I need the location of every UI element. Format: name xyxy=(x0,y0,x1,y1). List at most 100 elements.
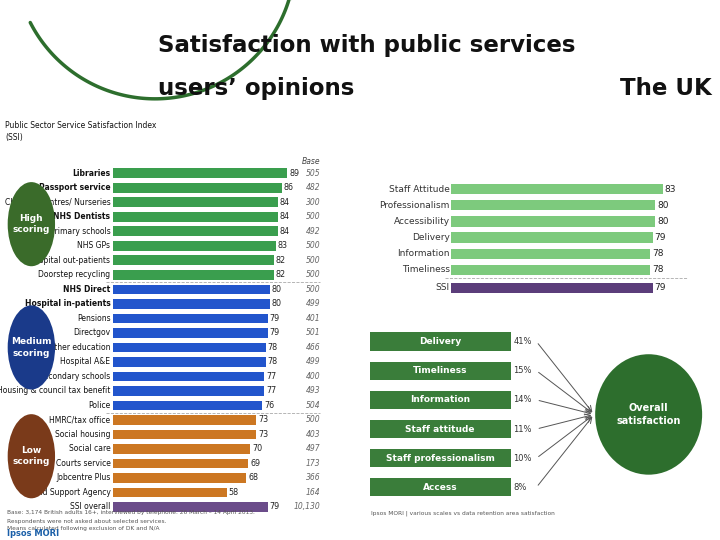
Text: Information: Information xyxy=(397,249,450,258)
Text: 493: 493 xyxy=(306,387,320,395)
Bar xyxy=(451,232,653,243)
Text: 78: 78 xyxy=(652,266,663,274)
Text: 500: 500 xyxy=(306,415,320,424)
Text: NHS Direct: NHS Direct xyxy=(63,285,110,294)
Text: 69: 69 xyxy=(251,459,261,468)
Text: Key Drivers Analysis: Key Drivers Analysis xyxy=(369,304,529,318)
Bar xyxy=(113,285,270,294)
Text: Timeliness: Timeliness xyxy=(413,366,467,375)
Text: Medium
scoring: Medium scoring xyxy=(11,338,52,357)
Bar xyxy=(113,458,248,468)
Bar xyxy=(113,168,287,178)
Text: 492: 492 xyxy=(306,227,320,236)
Bar xyxy=(369,333,510,350)
Text: 8%: 8% xyxy=(513,483,527,492)
Text: 500: 500 xyxy=(306,285,320,294)
Text: Information: Information xyxy=(410,395,470,404)
Bar xyxy=(113,473,246,483)
Text: 11%: 11% xyxy=(513,424,532,434)
Text: Staff attitude: Staff attitude xyxy=(405,424,475,434)
Ellipse shape xyxy=(8,182,55,266)
Bar xyxy=(451,248,650,259)
Bar xyxy=(113,415,256,425)
Text: The UK: The UK xyxy=(620,77,712,100)
Bar xyxy=(113,386,264,396)
Bar xyxy=(113,241,276,251)
Text: Access: Access xyxy=(423,483,457,492)
Text: 89: 89 xyxy=(289,169,300,178)
Bar xyxy=(113,270,274,280)
Bar xyxy=(113,444,251,454)
Text: 10%: 10% xyxy=(513,454,532,463)
Text: 83: 83 xyxy=(278,241,288,251)
Text: 80: 80 xyxy=(657,201,668,210)
Bar xyxy=(113,429,256,440)
Text: users’ opinions: users’ opinions xyxy=(158,77,354,100)
Text: SSI: SSI xyxy=(436,284,450,292)
Text: 500: 500 xyxy=(306,271,320,279)
Text: Social housing: Social housing xyxy=(55,430,110,439)
Text: 504: 504 xyxy=(306,401,320,410)
Text: 84: 84 xyxy=(279,212,289,221)
Text: 164: 164 xyxy=(306,488,320,497)
Ellipse shape xyxy=(594,353,703,476)
Text: 84: 84 xyxy=(279,198,289,207)
Text: HMRC/tax office: HMRC/tax office xyxy=(49,415,110,424)
Text: Delivery: Delivery xyxy=(419,337,462,346)
Text: 86: 86 xyxy=(284,184,294,192)
Text: 76: 76 xyxy=(264,401,274,410)
Text: Jobcentre Plus: Jobcentre Plus xyxy=(56,474,110,482)
Text: 403: 403 xyxy=(306,430,320,439)
Text: 505: 505 xyxy=(306,169,320,178)
Bar xyxy=(369,478,510,496)
Text: 14%: 14% xyxy=(513,395,532,404)
Text: 78: 78 xyxy=(652,249,663,258)
Bar xyxy=(113,488,227,497)
Text: 466: 466 xyxy=(306,343,320,352)
Text: 499: 499 xyxy=(306,300,320,308)
Text: 68: 68 xyxy=(248,474,258,482)
Text: 77: 77 xyxy=(266,387,276,395)
Text: 79: 79 xyxy=(270,328,280,338)
Text: Overall
satisfaction: Overall satisfaction xyxy=(616,403,681,426)
Text: 501: 501 xyxy=(306,328,320,338)
Text: Libraries: Libraries xyxy=(72,169,110,178)
Bar xyxy=(113,299,270,309)
Text: 80: 80 xyxy=(271,285,282,294)
Text: 15%: 15% xyxy=(513,366,532,375)
Text: 82: 82 xyxy=(276,271,286,279)
Text: 79: 79 xyxy=(270,503,280,511)
Text: Respondents were not asked about selected services.: Respondents were not asked about selecte… xyxy=(7,519,167,524)
Text: Primary schools: Primary schools xyxy=(50,227,110,236)
Text: SSI overall: SSI overall xyxy=(70,503,110,511)
Bar xyxy=(451,200,655,211)
Text: Public Sector Service Satisfaction Index
(SSI): Public Sector Service Satisfaction Index… xyxy=(5,121,156,142)
Text: 70: 70 xyxy=(252,444,262,454)
Text: 401: 401 xyxy=(306,314,320,323)
Text: Staff Attitude: Staff Attitude xyxy=(389,185,450,193)
Text: 10,130: 10,130 xyxy=(294,503,320,511)
Text: 78: 78 xyxy=(268,343,278,352)
Text: Ipsos MORI: Ipsos MORI xyxy=(7,529,59,538)
Text: Hospital out-patients: Hospital out-patients xyxy=(30,256,110,265)
Text: Directgov: Directgov xyxy=(73,328,110,338)
Ellipse shape xyxy=(8,414,55,498)
Text: 73: 73 xyxy=(258,430,268,439)
Bar xyxy=(369,449,510,467)
Bar xyxy=(451,184,663,194)
Text: 80: 80 xyxy=(657,217,668,226)
Bar xyxy=(113,328,268,338)
Text: Staff professionalism: Staff professionalism xyxy=(386,454,495,463)
Text: 80: 80 xyxy=(271,300,282,308)
Text: 78: 78 xyxy=(268,357,278,367)
Text: Accessibility: Accessibility xyxy=(394,217,450,226)
Text: 497: 497 xyxy=(306,444,320,454)
Text: All services: All services xyxy=(369,145,458,159)
Text: 400: 400 xyxy=(306,372,320,381)
Bar xyxy=(113,372,264,381)
Bar xyxy=(113,401,262,410)
Text: 366: 366 xyxy=(306,474,320,482)
Bar xyxy=(113,226,278,237)
Text: Pensions: Pensions xyxy=(77,314,110,323)
Text: 500: 500 xyxy=(306,256,320,265)
